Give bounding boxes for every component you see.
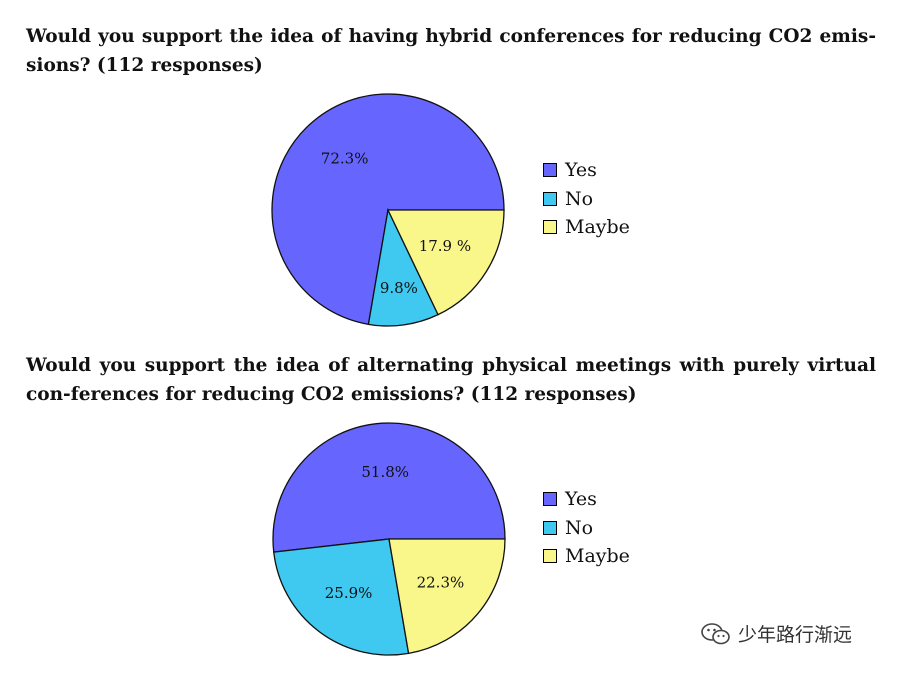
chart1-title: Would you support the idea of having hyb… xyxy=(26,26,876,76)
legend-swatch-no xyxy=(543,191,557,206)
legend-label: Maybe xyxy=(565,216,630,239)
pie-slice-yes xyxy=(272,422,506,553)
legend-label: No xyxy=(565,187,594,210)
wechat-icon xyxy=(701,622,730,644)
legend-swatch-maybe xyxy=(543,549,557,564)
pie-label-no: 9.8% xyxy=(380,279,418,297)
pie-slice-maybe xyxy=(386,209,505,316)
pie-label-no: 25.9% xyxy=(325,584,373,602)
pie-label-maybe: 22.3% xyxy=(417,573,465,591)
legend-item-yes: Yes xyxy=(543,485,630,514)
legend-swatch-no xyxy=(543,520,557,535)
chart1-legend: Yes No Maybe xyxy=(543,156,630,242)
pie-slice-maybe xyxy=(388,538,506,655)
pie-label-yes: 51.8% xyxy=(361,463,409,481)
legend-label: Maybe xyxy=(565,545,630,568)
pie-slice-no xyxy=(273,538,410,656)
legend-item-maybe: Maybe xyxy=(543,213,630,242)
legend-label: Yes xyxy=(565,159,597,182)
legend-item-maybe: Maybe xyxy=(543,542,630,571)
legend-item-no: No xyxy=(543,514,630,543)
legend-item-yes: Yes xyxy=(543,156,630,185)
legend-label: Yes xyxy=(565,488,597,511)
legend-label: No xyxy=(565,516,594,539)
legend-swatch-yes xyxy=(543,492,557,507)
watermark-text: 少年路行渐远 xyxy=(738,624,853,646)
legend-item-no: No xyxy=(543,185,630,214)
chart2-legend: Yes No Maybe xyxy=(543,485,630,571)
pie-label-yes: 72.3% xyxy=(321,150,369,168)
watermark: 少年路行渐远 xyxy=(700,620,852,647)
legend-swatch-maybe xyxy=(543,220,557,235)
chart2-title: Would you support the idea of alternatin… xyxy=(26,355,876,405)
pie-label-maybe: 17.9 % xyxy=(419,237,471,255)
legend-swatch-yes xyxy=(543,163,557,178)
